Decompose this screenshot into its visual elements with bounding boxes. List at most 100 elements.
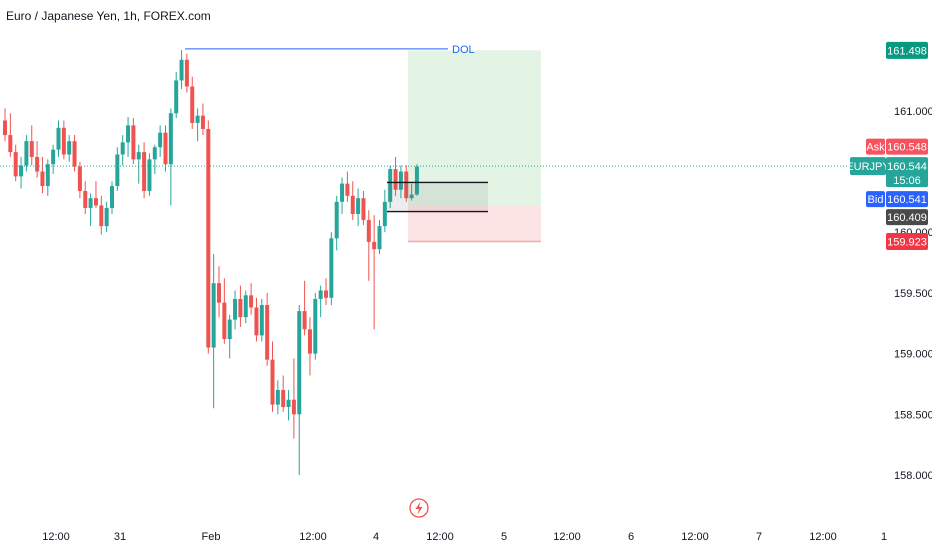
candle[interactable] <box>313 292 318 360</box>
candle[interactable] <box>51 144 56 174</box>
range-box[interactable] <box>387 181 488 213</box>
candle[interactable] <box>249 283 254 315</box>
candle[interactable] <box>93 181 98 208</box>
candle[interactable] <box>136 144 141 184</box>
candle-body <box>393 169 398 190</box>
candle[interactable] <box>120 135 125 166</box>
candle[interactable] <box>324 278 328 306</box>
candle[interactable] <box>72 135 77 172</box>
candle[interactable] <box>270 341 275 412</box>
candle[interactable] <box>302 280 307 336</box>
candle-body <box>334 201 339 239</box>
candle-body <box>152 147 157 160</box>
bid-value-bg <box>886 191 928 208</box>
candle[interactable] <box>190 76 195 130</box>
candle[interactable] <box>318 285 323 318</box>
candle[interactable] <box>281 375 286 412</box>
candle[interactable] <box>388 165 393 208</box>
flash-icon[interactable] <box>409 498 429 518</box>
candle[interactable] <box>147 153 152 196</box>
candle[interactable] <box>184 53 189 93</box>
candle[interactable] <box>61 120 66 160</box>
candle[interactable] <box>131 118 136 165</box>
candle[interactable] <box>174 71 179 119</box>
candle[interactable] <box>409 183 414 201</box>
range-box-rect[interactable] <box>387 182 488 212</box>
candle[interactable] <box>227 314 232 359</box>
x-axis[interactable]: 12:00 31 Feb 12:00 4 12:00 5 12:00 6 12:00 7 12:00 1 <box>42 531 887 543</box>
candle[interactable] <box>88 193 93 227</box>
candle[interactable] <box>291 358 296 439</box>
candle[interactable] <box>3 108 7 142</box>
candle[interactable] <box>99 195 104 235</box>
ask-tag: Ask 160.548 <box>866 138 928 155</box>
candle[interactable] <box>404 165 409 202</box>
candle[interactable] <box>297 305 302 475</box>
candle[interactable] <box>329 232 334 306</box>
candle[interactable] <box>366 210 371 281</box>
candle[interactable] <box>217 266 221 318</box>
candle[interactable] <box>356 188 361 227</box>
candle[interactable] <box>361 190 366 225</box>
candle[interactable] <box>168 108 173 206</box>
candle-body <box>281 390 286 408</box>
candle[interactable] <box>179 50 184 89</box>
candle[interactable] <box>307 317 312 376</box>
candle[interactable] <box>243 290 248 324</box>
candle-body <box>329 238 334 298</box>
candle[interactable] <box>29 125 34 166</box>
candle[interactable] <box>110 181 114 214</box>
candle[interactable] <box>104 201 109 233</box>
candle-body <box>243 295 248 318</box>
candle[interactable] <box>233 290 238 330</box>
candle[interactable] <box>345 171 350 202</box>
profit-zone[interactable] <box>408 50 541 206</box>
candle[interactable] <box>414 164 419 196</box>
dol-annotation[interactable]: DOL <box>185 44 475 56</box>
candle[interactable] <box>126 116 131 157</box>
candle[interactable] <box>77 161 82 199</box>
candle[interactable] <box>259 298 264 342</box>
candle[interactable] <box>254 297 259 342</box>
candle[interactable] <box>211 254 216 409</box>
candle[interactable] <box>377 220 382 255</box>
candle[interactable] <box>83 181 88 214</box>
candle[interactable] <box>350 181 355 221</box>
x-tick-label: 1 <box>881 531 887 543</box>
candle[interactable] <box>45 159 50 196</box>
candle[interactable] <box>275 380 280 415</box>
candle[interactable] <box>265 292 270 366</box>
candle[interactable] <box>24 135 29 172</box>
candle-body <box>136 152 141 160</box>
candle[interactable] <box>67 135 72 162</box>
candle-body <box>318 290 323 299</box>
candle[interactable] <box>340 177 345 214</box>
candle[interactable] <box>222 278 227 344</box>
candle-body <box>414 166 419 195</box>
y-tick-label: 159.500 <box>894 288 932 300</box>
dol-label[interactable]: DOL <box>452 44 475 56</box>
candle[interactable] <box>40 156 45 194</box>
candle[interactable] <box>56 120 61 157</box>
candle[interactable] <box>286 390 291 421</box>
candle[interactable] <box>238 285 243 327</box>
candle-body <box>184 59 189 87</box>
candle[interactable] <box>163 125 168 172</box>
candle[interactable] <box>13 144 18 182</box>
candle[interactable] <box>334 195 339 251</box>
candle-body <box>158 132 163 148</box>
candle[interactable] <box>35 141 40 178</box>
candle[interactable] <box>8 113 13 157</box>
candle[interactable] <box>200 103 205 136</box>
candle[interactable] <box>195 108 200 142</box>
candle[interactable] <box>19 156 24 189</box>
candle[interactable] <box>142 142 147 199</box>
candle[interactable] <box>393 156 398 196</box>
candle[interactable] <box>206 120 211 354</box>
candle[interactable] <box>152 144 157 174</box>
candle[interactable] <box>115 147 120 191</box>
candle[interactable] <box>372 215 377 330</box>
candle[interactable] <box>382 189 387 233</box>
candle[interactable] <box>158 125 163 157</box>
